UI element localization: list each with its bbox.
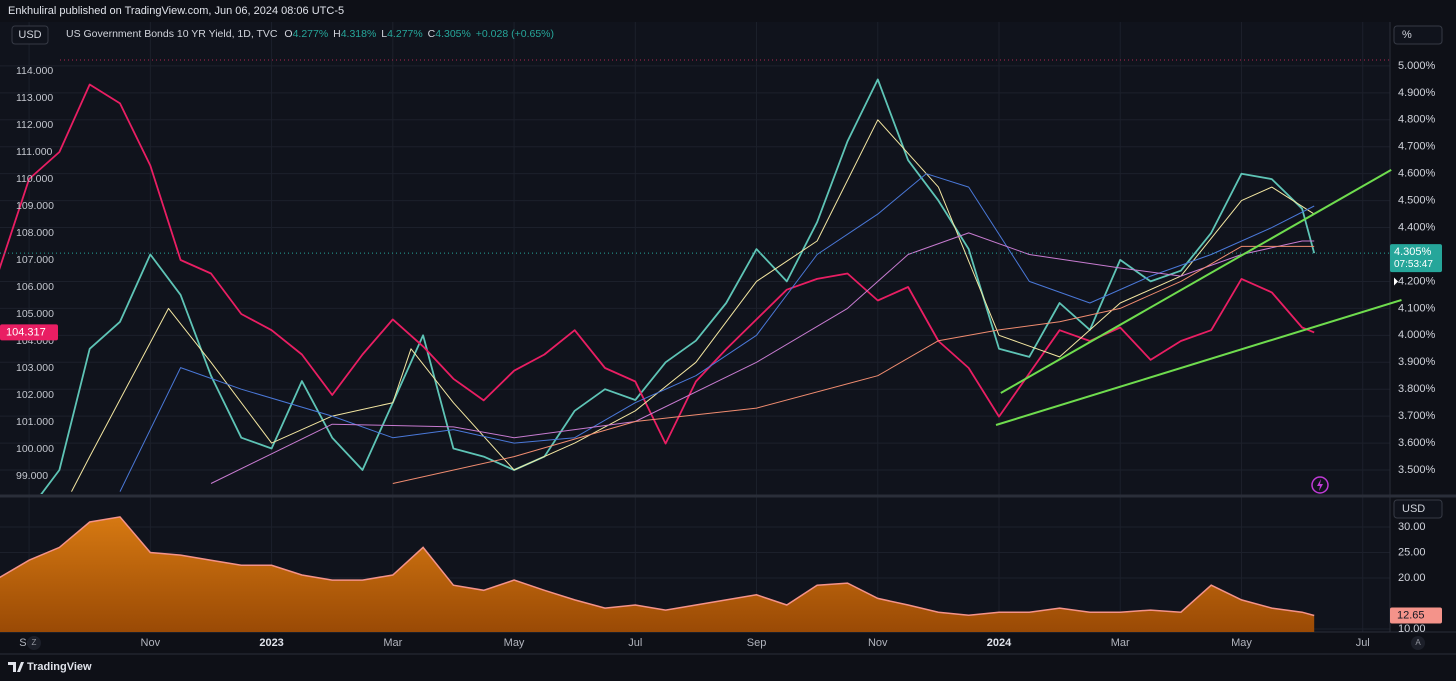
- x-tick-label: Jul: [1356, 637, 1370, 649]
- y2-tick-label: 3.600%: [1398, 437, 1436, 449]
- publisher: Enkhuliral published on TradingView.com,…: [8, 5, 344, 17]
- open: 4.277%: [293, 28, 329, 40]
- trendline: [1000, 169, 1392, 394]
- change: +0.028 (+0.65%): [476, 28, 554, 40]
- lower-currency[interactable]: USD: [1402, 503, 1425, 515]
- scale-unit[interactable]: %: [1402, 29, 1412, 41]
- y-tick-label: 114.000: [16, 65, 53, 77]
- auto-label[interactable]: A: [1415, 638, 1421, 647]
- series-line: [0, 83, 1315, 445]
- open-label: O: [284, 28, 292, 40]
- lower-pane: [0, 516, 1315, 632]
- y-tick-label: 112.000: [16, 119, 53, 131]
- y-tick-label: 109.000: [16, 200, 54, 212]
- x-tick-label: Nov: [141, 637, 161, 649]
- y-tick-label: 107.000: [16, 254, 54, 266]
- lower-scale-box[interactable]: [1393, 499, 1443, 519]
- axes: SepNov2023MarMayJulSepNov2024MarMayJul3.…: [0, 60, 1442, 649]
- y2-tick-label: 4.500%: [1398, 195, 1436, 207]
- y-tick-label: 99.000: [16, 470, 48, 482]
- y2-tick-label: 4.600%: [1398, 168, 1436, 180]
- last-price-badge: [1390, 244, 1442, 273]
- y-tick-label: 113.000: [16, 92, 53, 104]
- series-line: [119, 173, 1315, 492]
- high: 4.318%: [341, 28, 377, 40]
- y-tick-label: 110.000: [16, 173, 53, 185]
- legend: US Government Bonds 10 YR Yield, 1D, TVC…: [66, 28, 554, 40]
- y2-tick-label: 4.200%: [1398, 275, 1436, 287]
- low-label: L: [381, 28, 387, 40]
- series-line: [40, 78, 1316, 494]
- y-tick-label: 100.000: [16, 443, 54, 455]
- lower-last-badge: [1390, 607, 1442, 624]
- scale-box[interactable]: [1393, 25, 1443, 45]
- y2-tick-label: 4.800%: [1398, 114, 1436, 126]
- y-tick-label: 108.000: [16, 227, 54, 239]
- x-tick-label: Jul: [628, 637, 642, 649]
- y2-tick-label: 4.400%: [1398, 221, 1436, 233]
- event-icon[interactable]: [1311, 476, 1329, 494]
- currency-box[interactable]: [11, 25, 49, 45]
- lower-tick-label: 25.00: [1398, 546, 1426, 558]
- y2-tick-label: 4.000%: [1398, 329, 1436, 341]
- y2-tick-label: 3.800%: [1398, 383, 1436, 395]
- x-tick-label: Mar: [1111, 637, 1130, 649]
- x-tick-label: 2024: [987, 637, 1012, 649]
- lower-tick-label: 20.00: [1398, 572, 1426, 584]
- close-label: C: [428, 28, 436, 40]
- y2-tick-label: 5.000%: [1398, 60, 1436, 72]
- zoom-label[interactable]: Z: [32, 638, 37, 647]
- y-tick-label: 102.000: [16, 389, 54, 401]
- lower-tick-label: 30.00: [1398, 521, 1426, 533]
- y-tick-label: 101.000: [16, 416, 54, 428]
- main-pane: [0, 78, 1390, 494]
- x-tick-label: May: [504, 637, 525, 649]
- y-tick-label: 103.000: [16, 362, 54, 374]
- alert-marker: [1394, 277, 1398, 286]
- x-tick-label: 2023: [259, 637, 283, 649]
- event-icon-bolt: [1317, 479, 1323, 491]
- plot-background: [0, 22, 1390, 632]
- currency[interactable]: USD: [18, 29, 41, 41]
- x-tick-label: Sep: [747, 637, 767, 649]
- high-label: H: [333, 28, 341, 40]
- y2-tick-label: 3.900%: [1398, 356, 1436, 368]
- zoom-button[interactable]: [27, 636, 41, 650]
- area-fill: [0, 516, 1315, 632]
- y2-tick-label: 4.700%: [1398, 141, 1436, 153]
- y2-tick-label: 4.100%: [1398, 302, 1436, 314]
- logo: [8, 662, 24, 672]
- x-tick-label: May: [1231, 637, 1252, 649]
- series-line: [71, 119, 1315, 492]
- y2-tick-label: 4.900%: [1398, 87, 1436, 99]
- x-tick-label: Nov: [868, 637, 888, 649]
- countdown: 07:53:47: [1394, 259, 1433, 270]
- auto-button[interactable]: [1411, 636, 1425, 650]
- lower-last-label: 12.65: [1397, 609, 1425, 621]
- x-tick-label: Mar: [383, 637, 402, 649]
- trendline: [995, 299, 1402, 426]
- dxy-label: 104.317: [6, 326, 46, 338]
- y2-tick-label: 3.500%: [1398, 464, 1436, 476]
- brand: TradingView: [27, 661, 92, 673]
- series-line: [392, 245, 1315, 484]
- y-tick-label: 111.000: [16, 146, 53, 158]
- series-line: [210, 232, 1315, 484]
- low: 4.277%: [387, 28, 423, 40]
- y2-tick-label: 3.700%: [1398, 410, 1436, 422]
- close: 4.305%: [435, 28, 471, 40]
- y-tick-label: 105.000: [16, 308, 54, 320]
- last-price-label: 4.305%: [1394, 246, 1432, 258]
- area-line: [0, 516, 1315, 617]
- y-tick-label: 106.000: [16, 281, 54, 293]
- dxy-badge: [0, 324, 58, 341]
- symbol: US Government Bonds 10 YR Yield, 1D, TVC: [66, 28, 278, 40]
- lower-tick-label: 10.00: [1398, 623, 1426, 635]
